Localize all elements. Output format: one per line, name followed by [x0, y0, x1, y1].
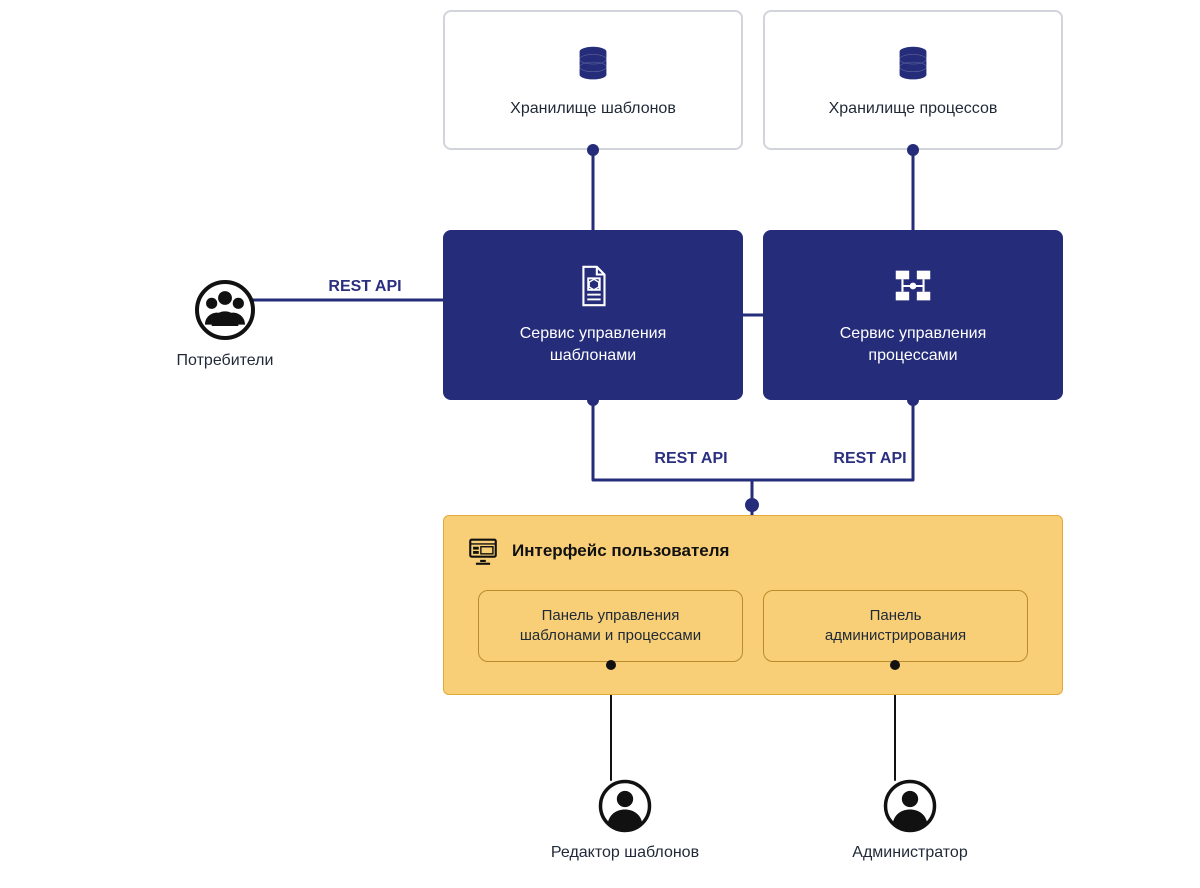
monitor-icon [466, 534, 500, 568]
connector-dot [890, 660, 900, 670]
group-icon [193, 278, 257, 342]
node-panel-templates: Панель управления шаблонами и процессами [478, 590, 743, 662]
database-icon [890, 42, 936, 88]
node-service-processes: Сервис управления процессами [763, 230, 1063, 400]
actor-label: Администратор [820, 844, 1000, 862]
connector-dot [587, 394, 599, 406]
person-icon [882, 778, 938, 834]
person-icon [597, 778, 653, 834]
node-label: Панель управления шаблонами и процессами [520, 606, 701, 647]
connector-dot [907, 394, 919, 406]
node-panel-admin: Панель администрирования [763, 590, 1028, 662]
node-label: Панель администрирования [825, 606, 966, 647]
edge-label-api-right: REST API [810, 450, 930, 468]
connector-dot [606, 660, 616, 670]
node-storage-processes: Хранилище процессов [763, 10, 1063, 150]
node-service-templates: Сервис управления шаблонами [443, 230, 743, 400]
actor-label: Редактор шаблонов [535, 844, 715, 862]
node-label: Хранилище процессов [829, 100, 998, 118]
edge-label-api-left: REST API [631, 450, 751, 468]
node-actor-editor: Редактор шаблонов [565, 770, 685, 870]
ui-container-title: Интерфейс пользователя [512, 541, 729, 561]
template-doc-icon [570, 263, 616, 309]
node-label: Сервис управления шаблонами [520, 323, 667, 366]
node-label: Сервис управления процессами [840, 323, 987, 366]
node-actor-admin: Администратор [850, 770, 970, 870]
diagram-canvas: Хранилище шаблонов Хранилище процессов С… [0, 0, 1200, 888]
connector-dot [907, 144, 919, 156]
connector-dot [587, 144, 599, 156]
node-actor-consumers: Потребители [165, 270, 285, 380]
connector-dot [745, 498, 759, 512]
database-icon [570, 42, 616, 88]
process-flow-icon [890, 263, 936, 309]
node-label: Хранилище шаблонов [510, 100, 676, 118]
actor-label: Потребители [135, 352, 315, 370]
node-storage-templates: Хранилище шаблонов [443, 10, 743, 150]
edge-label-api-consumer: REST API [305, 278, 425, 296]
